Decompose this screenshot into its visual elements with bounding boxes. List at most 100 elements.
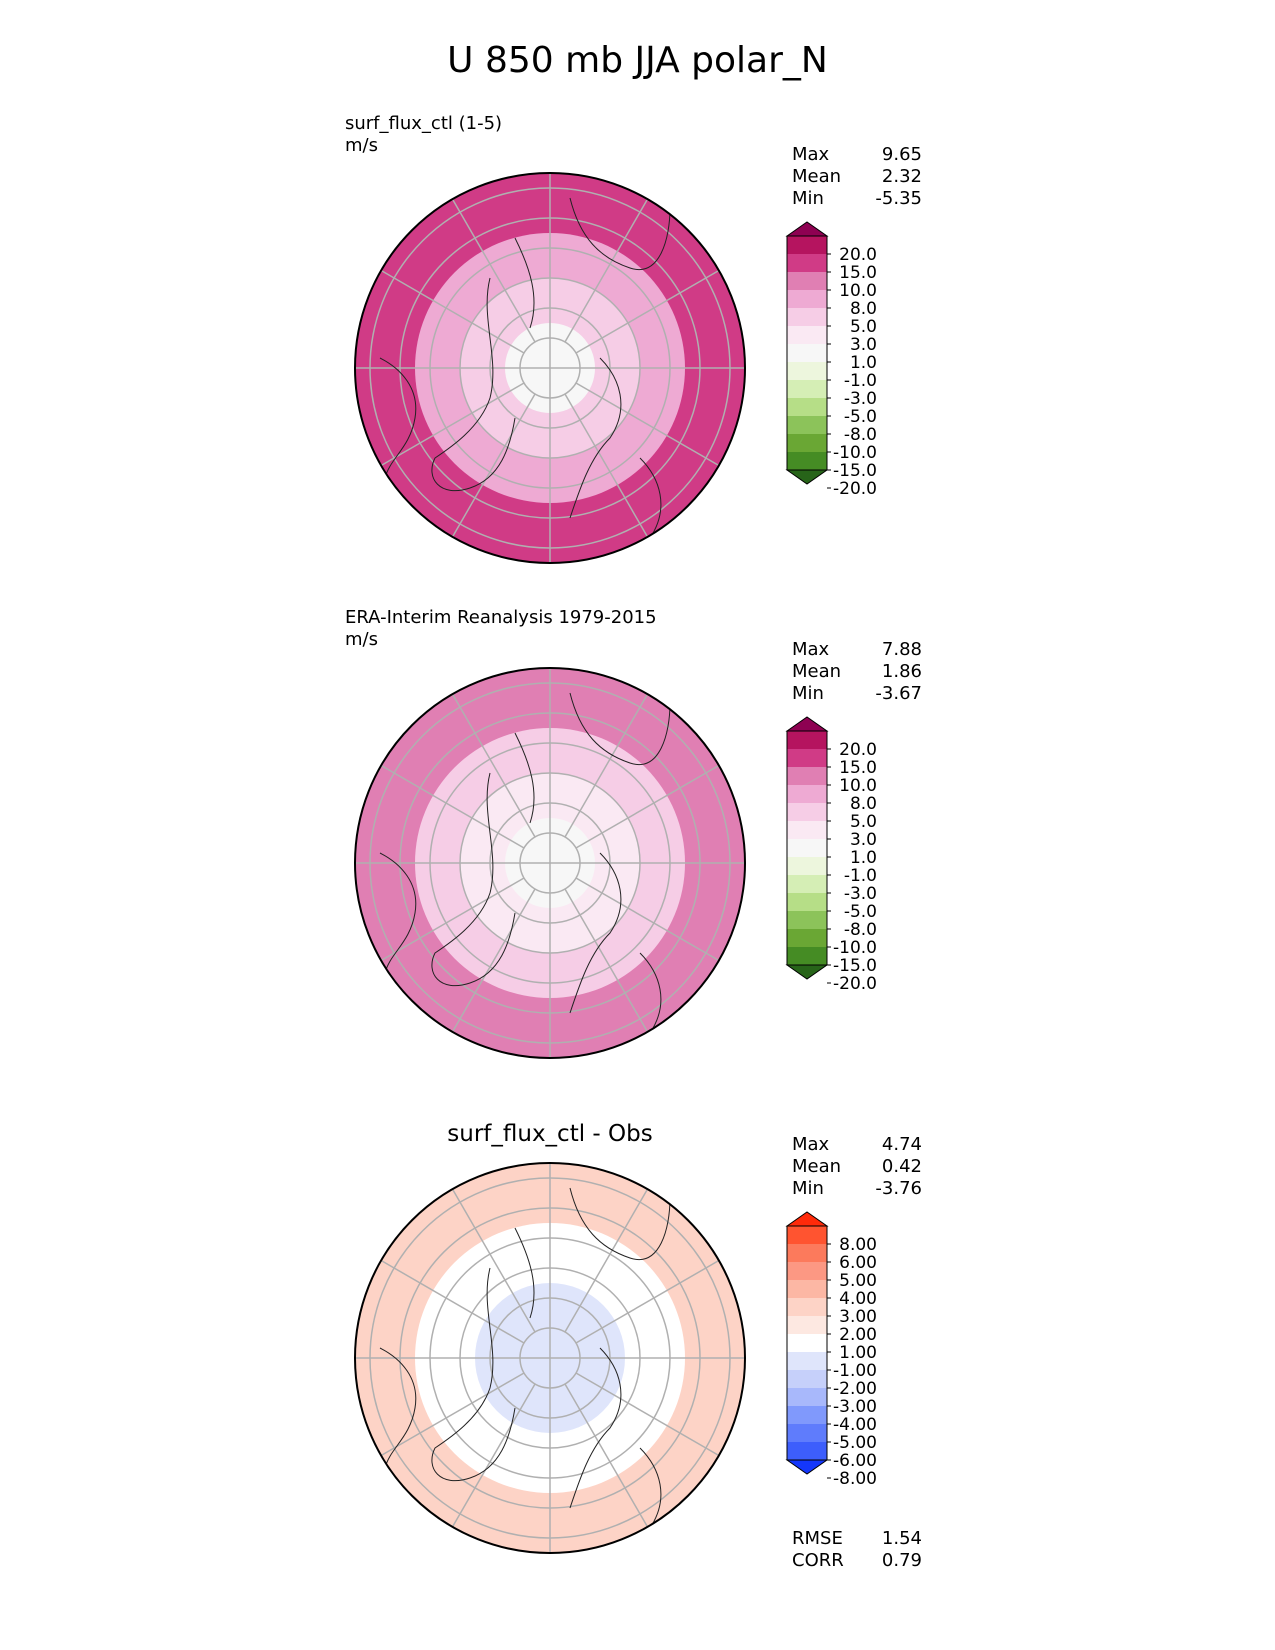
map-boundary (354, 1162, 746, 1554)
colorbar-swatch (787, 1442, 827, 1460)
colorbar-swatch (787, 254, 827, 272)
colorbar-swatch (787, 434, 827, 452)
colorbar-swatch (787, 344, 827, 362)
colorbar-swatch (787, 1280, 827, 1298)
colorbar-swatch (787, 821, 827, 839)
panel1-stat-min: Min -5.35 (792, 188, 922, 209)
colorbar-extend-min (785, 964, 829, 980)
coastline (431, 277, 516, 492)
colorbar-swatch (787, 362, 827, 380)
colorbar-tick-label: 15.0 (839, 758, 877, 778)
colorbar-tick-label: 1.00 (839, 1343, 877, 1363)
meridian-line (575, 382, 720, 467)
panel3-stat-mean: Mean 0.42 (792, 1156, 922, 1177)
panel1-stats: Max 9.65 Mean 2.32 Min -5.35 (792, 144, 922, 210)
colorbar-tick-label: -8.0 (844, 425, 877, 445)
colorbar-swatch (787, 893, 827, 911)
colorbar-swatch (787, 1424, 827, 1442)
panel3-stat-min: Min -3.76 (792, 1178, 922, 1199)
meridian-line (575, 269, 720, 354)
colorbar-swatch (787, 947, 827, 965)
colorbar-tick-label: 3.00 (839, 1307, 877, 1327)
colorbar-tick-label: -10.0 (833, 443, 877, 463)
colorbar-swatch (787, 416, 827, 434)
meridian-line (564, 1188, 649, 1333)
panel3-metric-rmse: RMSE 1.54 (792, 1528, 922, 1549)
coastline (569, 197, 671, 271)
meridian-line (451, 1383, 536, 1528)
meridian-line (380, 269, 525, 354)
colorbar-swatch (787, 1334, 827, 1352)
colorbar-swatch (787, 1370, 827, 1388)
panel3-stats: Max 4.74 Mean 0.42 Min -3.76 (792, 1134, 922, 1200)
colorbar-tick-label: -8.00 (833, 1469, 877, 1489)
colorbar-tick-label: -5.0 (844, 902, 877, 922)
colorbar-swatch (787, 1406, 827, 1424)
meridian-line (575, 877, 720, 962)
panel3-title: surf_flux_ctl - Obs (447, 1121, 653, 1147)
colorbar-swatch (787, 857, 827, 875)
colorbar-tick-label: -1.0 (844, 371, 877, 391)
meridian-line (451, 393, 536, 538)
colorbar-tick-label: 10.0 (839, 281, 877, 301)
panel1-colorbar: 20.015.010.08.05.03.01.0-1.0-3.0-5.0-8.0… (785, 221, 877, 499)
coastline (639, 952, 662, 1034)
coastline (431, 1267, 516, 1482)
colorbar-tick-label: -4.00 (833, 1415, 877, 1435)
colorbar-tick-label: 15.0 (839, 263, 877, 283)
colorbar-swatch (787, 308, 827, 326)
colorbar-extend-min (785, 469, 829, 485)
colorbar-tick-label: 5.0 (850, 812, 877, 832)
meridian-line (380, 764, 525, 849)
colorbar-swatch (787, 731, 827, 749)
panel2-colorbar: 20.015.010.08.05.03.01.0-1.0-3.0-5.0-8.0… (785, 716, 877, 994)
meridian-line (451, 1188, 536, 1333)
colorbar-swatch (787, 380, 827, 398)
colorbar-extend-max (785, 1211, 829, 1227)
colorbar-tick-label: 1.0 (850, 353, 877, 373)
meridian-line (564, 693, 649, 838)
colorbar-swatch (787, 1388, 827, 1406)
colorbar-tick-label: -20.0 (833, 974, 877, 994)
panel2-stat-min: Min -3.67 (792, 683, 922, 704)
colorbar-tick-label: -3.0 (844, 884, 877, 904)
colorbar-tick-label: 3.0 (850, 830, 877, 850)
coastline (379, 1347, 417, 1469)
panel1-title: surf_flux_ctl (1-5) (345, 113, 503, 134)
colorbar-swatch (787, 236, 827, 254)
panel2-stat-mean: Mean 1.86 (792, 661, 922, 682)
colorbar-tick-label: -15.0 (833, 461, 877, 481)
colorbar-tick-label: 5.00 (839, 1271, 877, 1291)
colorbar-swatch (787, 452, 827, 470)
colorbar-tick-label: -5.00 (833, 1433, 877, 1453)
panel1-title-block: surf_flux_ctl (1-5) m/s (345, 113, 502, 157)
colorbar-tick-label: -1.00 (833, 1361, 877, 1381)
meridian-line (575, 764, 720, 849)
colorbar-tick-label: 10.0 (839, 776, 877, 796)
panel3-metrics: RMSE 1.54 CORR 0.79 (792, 1528, 922, 1572)
colorbar-swatch (787, 785, 827, 803)
panel1-polar-map (354, 172, 746, 564)
colorbar-swatch (787, 839, 827, 857)
colorbar-swatch (787, 875, 827, 893)
panel3-polar-map (354, 1162, 746, 1554)
colorbar-tick-label: -1.0 (844, 866, 877, 886)
colorbar-tick-label: 6.00 (839, 1253, 877, 1273)
figure-title: U 850 mb JJA polar_N (447, 40, 828, 81)
panel2-polar-map (354, 667, 746, 1059)
colorbar-swatch (787, 1244, 827, 1262)
meridian-line (380, 877, 525, 962)
panel1-stat-mean: Mean 2.32 (792, 166, 922, 187)
coastline (379, 357, 417, 479)
colorbar-swatch (787, 1226, 827, 1244)
panel2-stat-max: Max 7.88 (792, 639, 922, 660)
meridian-line (564, 888, 649, 1033)
colorbar-tick-label: 5.0 (850, 317, 877, 337)
coastline (514, 732, 535, 824)
panel2-stats: Max 7.88 Mean 1.86 Min -3.67 (792, 639, 922, 705)
panel2-title-block: ERA-Interim Reanalysis 1979-2015 m/s (345, 607, 657, 651)
meridian-line (564, 393, 649, 538)
panel2-title: ERA-Interim Reanalysis 1979-2015 (345, 607, 657, 628)
colorbar-tick-label: 2.00 (839, 1325, 877, 1345)
colorbar-swatch (787, 1298, 827, 1316)
